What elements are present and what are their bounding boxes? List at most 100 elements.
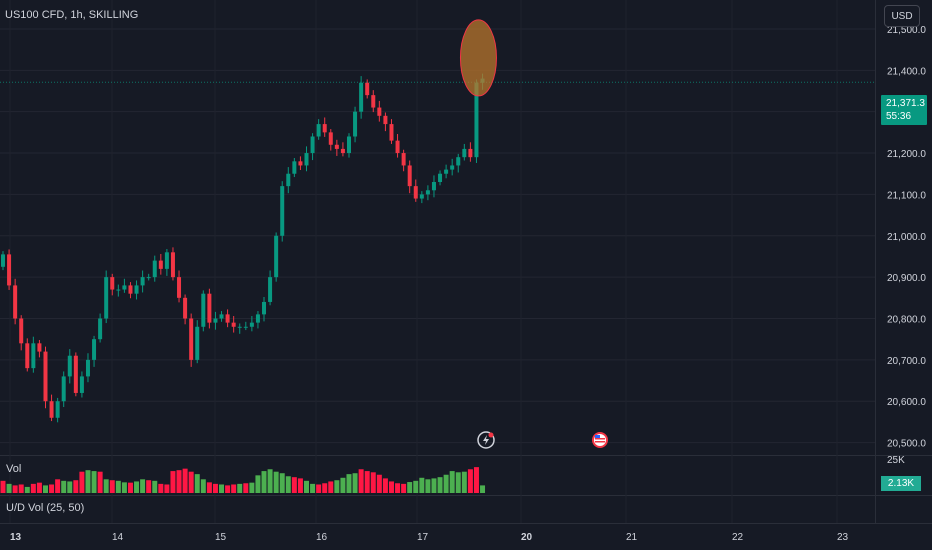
volume-bar [291,477,297,493]
candle-body [170,252,175,278]
volume-bar [340,477,346,493]
volume-bar [134,481,140,493]
volume-bar [85,470,91,493]
candle-body [280,186,285,236]
volume-bar [261,471,267,493]
volume-bar [449,471,455,493]
candle-body [298,161,303,166]
volume-bar [297,478,303,493]
flash-icon [477,431,495,449]
volume-bar [237,483,243,493]
candle-body [128,285,133,294]
candle-body [316,124,321,137]
candle-body [365,82,370,96]
volume-bar [407,482,413,493]
volume-bar [109,480,115,493]
volume-bar [273,471,279,493]
volume-bar [73,480,79,493]
y-tick-label: 21,500.0 [887,25,926,36]
candle-body [43,351,48,402]
bar-countdown: 55:36 [886,111,912,122]
ud-vol-label[interactable]: U/D Vol (25, 50) [6,502,85,514]
volume-bar [358,469,364,493]
candle-body [55,401,60,418]
volume-bar [322,483,328,493]
volume-bar [49,484,55,493]
volume-bar [316,484,322,493]
candle-body [92,339,97,360]
candle-body [85,359,90,377]
volume-bar [115,480,121,493]
us-flag-icon [592,432,608,448]
candle-body [237,326,242,328]
candle-body [292,161,297,174]
volume-bar [395,483,401,493]
volume-bar [388,481,394,493]
last-price: 21,371.3 [886,98,925,109]
candle-body [164,252,169,269]
volume-bar [200,479,206,493]
volume-bar [127,482,133,493]
candle-body [201,293,206,327]
candle-body [140,277,145,286]
volume-bar [55,479,61,493]
candle-body [98,318,103,340]
x-tick-label: 22 [732,532,744,543]
x-tick-label: 13 [10,532,22,543]
volume-bar [103,479,109,493]
candle-body [31,343,36,369]
candle-body [13,285,18,319]
symbol-title[interactable]: US100 CFD, 1h, SKILLING [5,9,139,21]
candle-body [268,277,273,302]
volume-bar [6,483,12,493]
candle-body [395,140,400,154]
volume-bar [279,473,285,493]
candle-body [225,314,230,323]
volume-bar [352,473,358,493]
currency-button[interactable]: USD [884,5,920,27]
candle-body [425,190,430,195]
volume-bar [212,483,218,493]
candle-body [152,260,157,278]
y-tick-label: 20,600.0 [887,397,926,408]
candle-body [359,82,364,112]
volume-bar [255,475,261,493]
volume-bar [334,480,340,493]
candle-body [1,254,5,267]
x-tick-label: 20 [521,532,533,543]
volume-bar [67,481,73,493]
candle-body [371,95,376,108]
candle-body [116,289,121,291]
volume-bar [206,482,212,493]
candle-body [438,173,443,182]
volume-bar [24,486,30,493]
volume-bar [304,480,309,493]
candle-body [456,157,461,166]
volume-bar [79,471,85,493]
volume-bar [91,471,97,493]
candle-body [389,124,394,141]
y-tick-label: 21,000.0 [887,232,926,243]
candle-body [468,148,473,158]
y-tick-label: 21,400.0 [887,66,926,77]
candle-body [25,343,30,369]
volume-bar [425,479,431,493]
volume-bar [382,478,388,493]
volume-bar [455,472,461,493]
volume-bar [140,479,146,493]
volume-bar [419,477,425,493]
candle-body [353,111,358,137]
x-tick-label: 14 [112,532,124,543]
volume-bar [328,481,334,493]
candle-body [67,355,72,377]
volume-label[interactable]: Vol [6,463,22,475]
volume-bar [170,471,176,493]
volume-bar [431,478,437,493]
candle-body [310,136,315,154]
candle-body [431,182,436,191]
x-tick-label: 23 [837,532,849,543]
x-tick-label: 15 [215,532,227,543]
y-tick-label: 21,100.0 [887,190,926,201]
candle-body [274,235,279,278]
